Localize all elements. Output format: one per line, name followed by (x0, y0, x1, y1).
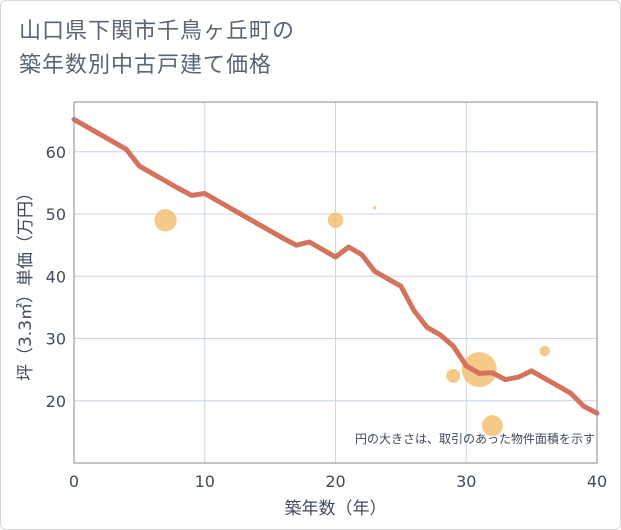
bubble-1 (327, 212, 344, 228)
y-tick-0: 20 (46, 392, 66, 411)
y-tick-labels: 20 30 40 50 60 (46, 143, 66, 411)
bubble-0 (154, 209, 177, 232)
bubble-size-note: 円の大きさは、取引のあった物件面積を示す (355, 431, 595, 446)
y-axis-label: 坪（3.3㎡）単価（万円） (16, 184, 36, 381)
plot-frame (73, 101, 598, 464)
y-tick-1: 30 (46, 330, 66, 349)
x-tick-4: 40 (587, 472, 607, 491)
bubble-4 (461, 352, 497, 388)
title-line-2: 築年数別中古戸建て価格 (19, 53, 273, 78)
y-tick-3: 50 (46, 205, 66, 224)
bubble-5 (481, 415, 503, 437)
x-tick-2: 20 (325, 472, 345, 491)
x-axis-label: 築年数（年） (285, 499, 387, 519)
y-tick-4: 60 (46, 143, 66, 162)
x-tick-0: 0 (69, 472, 79, 491)
chart-title: 山口県下関市千鳥ヶ丘町の 築年数別中古戸建て価格 (19, 15, 459, 83)
bubble-6 (539, 345, 550, 357)
bubble-2 (372, 206, 377, 210)
bubble-series (154, 206, 550, 437)
x-tick-3: 30 (456, 472, 476, 491)
x-tick-1: 10 (195, 472, 215, 491)
x-tick-labels: 0 10 20 30 40 (69, 472, 607, 491)
bubble-3 (446, 368, 461, 383)
trend-line (71, 116, 600, 416)
title-line-1: 山口県下関市千鳥ヶ丘町の (19, 19, 296, 44)
y-tick-2: 40 (46, 267, 66, 286)
grid-lines (74, 102, 597, 463)
